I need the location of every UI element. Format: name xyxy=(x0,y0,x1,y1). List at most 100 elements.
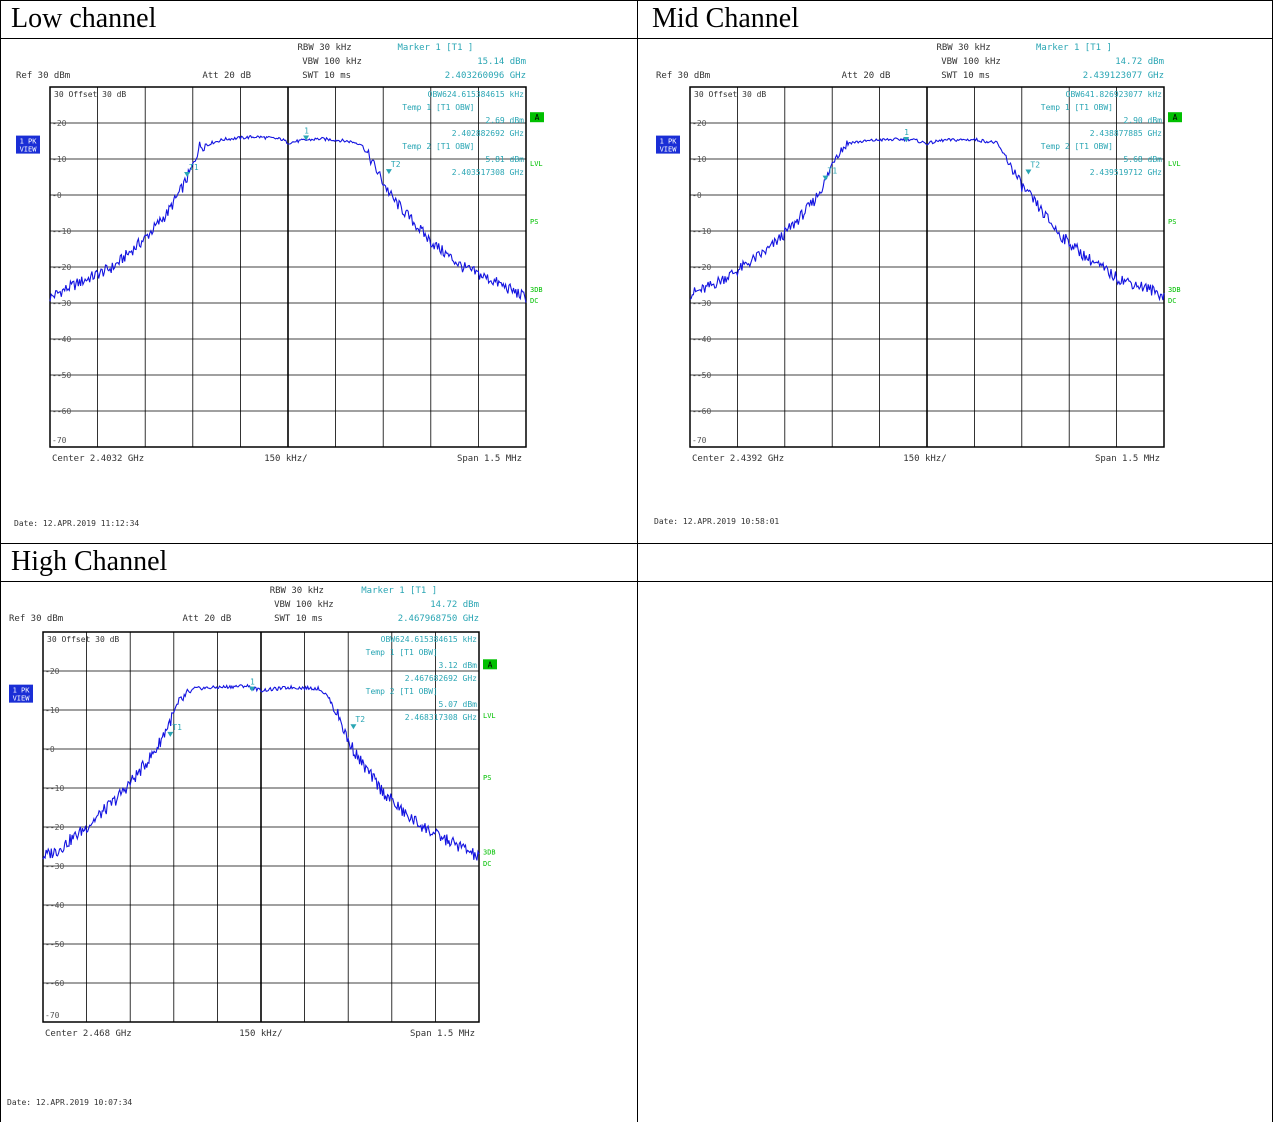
obw-readout-line: 2.402882692 GHz xyxy=(452,129,524,138)
y-tick-label: --40 xyxy=(45,901,64,910)
trace-a-badge xyxy=(530,112,544,123)
att-label: Att 20 dB xyxy=(183,614,232,624)
y-tick-label: --50 xyxy=(45,940,64,949)
y-tick-label: -0 xyxy=(52,191,62,200)
y-tick-label: -0 xyxy=(45,745,55,754)
marker-freq: 2.467968750 GHz xyxy=(398,614,479,624)
marker-triangle xyxy=(385,169,392,175)
spectrum-trace xyxy=(42,683,480,861)
obw-readout-line: Temp 2 [T1 OBW] xyxy=(1041,142,1113,151)
trace-a-label: A xyxy=(488,660,493,669)
trace-a-badge xyxy=(483,659,497,670)
obw-readout-line: 2.438877885 GHz xyxy=(1090,129,1162,138)
marker-level: 15.14 dBm xyxy=(477,57,526,67)
obw-readout-line: 2.468317308 GHz xyxy=(405,713,477,722)
center-freq-label: Center 2.4392 GHz xyxy=(692,454,784,464)
vbw-label: VBW 100 kHz xyxy=(274,600,334,610)
y-tick-label: --40 xyxy=(52,335,71,344)
trace-a-badge xyxy=(1168,112,1182,123)
ref-label: Ref 30 dBm xyxy=(16,71,70,81)
y-tick-label: --60 xyxy=(692,407,711,416)
spectrum-chart: RBW 30 kHz VBW 100 kHz SWT 10 ms Ref 30 dBm… xyxy=(14,43,544,528)
table-border-middle xyxy=(637,0,638,1122)
three-db-label: 3DB xyxy=(530,286,543,294)
marker-label: Marker 1 [T1 ] xyxy=(1036,43,1112,53)
trace-a-label: A xyxy=(535,113,540,122)
date-stamp: Date: 12.APR.2019 10:07:34 xyxy=(7,1098,132,1107)
y-tick-label: --20 xyxy=(52,263,71,272)
div-label: 150 kHz/ xyxy=(903,454,946,464)
trace-view-top: 1 PK xyxy=(660,138,678,146)
ps-label: PS xyxy=(1168,218,1176,226)
date-stamp: Date: 12.APR.2019 10:58:01 xyxy=(654,517,779,526)
y-tick-label: --60 xyxy=(45,979,64,988)
three-db-label: 3DB xyxy=(1168,286,1181,294)
marker-label-t1: T1 xyxy=(828,167,838,176)
marker-label-1: 1 xyxy=(304,126,309,135)
offset-label: 30 Offset 30 dB xyxy=(694,90,766,99)
trace-view-bottom: VIEW xyxy=(20,146,38,154)
y-tick-label: --10 xyxy=(52,227,71,236)
trace-view-badge xyxy=(16,135,40,154)
y-tick-label: -0 xyxy=(692,191,702,200)
marker-level: 14.72 dBm xyxy=(1115,57,1164,67)
marker-label-1: 1 xyxy=(250,678,255,687)
marker-label-t2: T2 xyxy=(355,715,365,724)
y-tick-label: --50 xyxy=(52,371,71,380)
marker-triangle xyxy=(248,686,255,692)
y-tick-label: --10 xyxy=(45,784,64,793)
y-tick-label: -20 xyxy=(692,119,707,128)
spectrum-chart: RBW 30 kHz VBW 100 kHz SWT 10 ms Ref 30 dBm… xyxy=(654,43,1182,526)
swt-label: SWT 10 ms xyxy=(941,71,990,81)
span-label: Span 1.5 MHz xyxy=(457,454,522,464)
lvl-label: LVL xyxy=(483,712,496,720)
rbw-label: RBW 30 kHz xyxy=(298,43,352,53)
table-border-row1 xyxy=(0,38,1273,39)
spectrum-trace xyxy=(689,136,1165,302)
marker-label-t1: T1 xyxy=(189,163,199,172)
att-label: Att 20 dB xyxy=(202,71,251,81)
y-tick-label: --20 xyxy=(692,263,711,272)
spectrum-trace xyxy=(49,135,527,303)
obw-readout-line: 2.439519712 GHz xyxy=(1090,168,1162,177)
marker-label: Marker 1 [T1 ] xyxy=(361,586,437,596)
dc-label: DC xyxy=(1168,297,1176,305)
table-border-row2 xyxy=(0,543,1273,544)
trace-a-label: A xyxy=(1173,113,1178,122)
rbw-label: RBW 30 kHz xyxy=(270,586,324,596)
center-freq-label: Center 2.4032 GHz xyxy=(52,454,144,464)
marker-triangle xyxy=(822,175,829,181)
chart-panel-high: RBW 30 kHz VBW 100 kHz SWT 10 ms Ref 30 dBm… xyxy=(7,585,547,1115)
y-tick-label: -10 xyxy=(692,155,707,164)
chart-panel-low: RBW 30 kHz VBW 100 kHz SWT 10 ms Ref 30 dBm… xyxy=(14,42,554,536)
cell-title-low: Low channel xyxy=(11,3,157,34)
table-border-row3 xyxy=(0,581,1273,582)
obw-readout-line: OBW624.615384615 kHz xyxy=(428,90,525,99)
rbw-label: RBW 30 kHz xyxy=(936,43,990,53)
y-tick-label: --50 xyxy=(692,371,711,380)
lvl-label: LVL xyxy=(530,160,543,168)
trace-view-badge xyxy=(656,135,680,154)
marker-triangle xyxy=(903,137,910,143)
obw-readout-line: 2.90 dBm xyxy=(1123,116,1162,125)
dc-label: DC xyxy=(530,297,538,305)
trace-view-bottom: VIEW xyxy=(13,695,31,703)
y-tick-label: --30 xyxy=(52,299,71,308)
y-tick-label: -70 xyxy=(45,1011,60,1020)
center-freq-label: Center 2.468 GHz xyxy=(45,1029,132,1039)
trace-view-top: 1 PK xyxy=(20,138,38,146)
cell-title-mid: Mid Channel xyxy=(652,3,799,34)
marker-label-t2: T2 xyxy=(391,160,401,169)
obw-readout-line: Temp 2 [T1 OBW] xyxy=(402,142,474,151)
offset-label: 30 Offset 30 dB xyxy=(54,90,126,99)
y-tick-label: --10 xyxy=(692,227,711,236)
marker-freq: 2.439123077 GHz xyxy=(1083,71,1164,81)
trace-view-badge xyxy=(9,684,33,703)
obw-readout-line: 5.68 dBm xyxy=(1123,155,1162,164)
table-border-left xyxy=(0,0,1,1122)
ps-label: PS xyxy=(483,774,491,782)
marker-label: Marker 1 [T1 ] xyxy=(397,43,473,53)
obw-readout-line: Temp 1 [T1 OBW] xyxy=(402,103,474,112)
marker-freq: 2.403260096 GHz xyxy=(445,71,526,81)
div-label: 150 kHz/ xyxy=(264,454,307,464)
